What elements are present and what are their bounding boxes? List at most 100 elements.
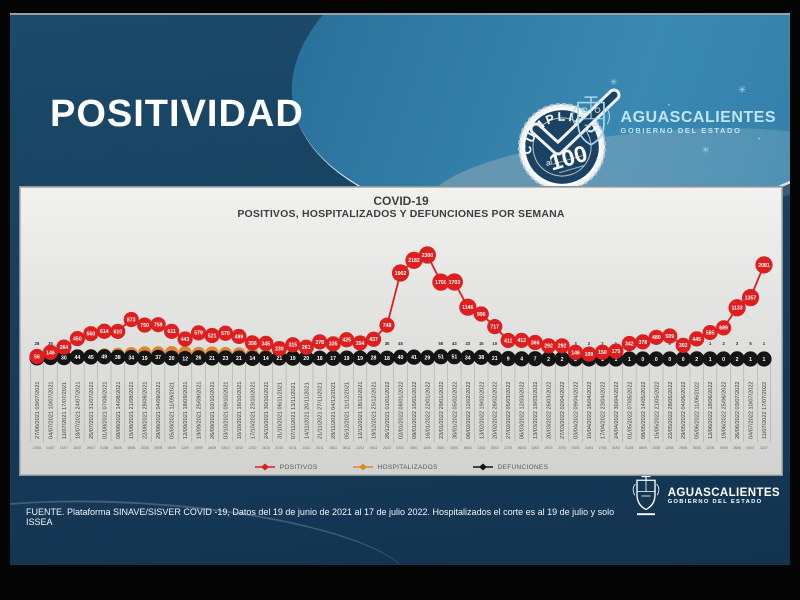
x-tick-microlabel: 30/01 xyxy=(450,446,458,450)
cumplido-100-badge: CUMPLIDO al 100 xyxy=(511,88,621,191)
data-point xyxy=(204,327,220,344)
data-label: 2 xyxy=(547,357,550,363)
x-tick-microlabel: 01/08 xyxy=(100,446,108,450)
data-point xyxy=(662,328,678,344)
data-point xyxy=(190,325,207,341)
x-tick-label: 03/10/2021 09/10/2021 xyxy=(223,381,229,439)
data-point xyxy=(473,349,489,365)
x-tick-microlabel: 29/08 xyxy=(154,446,162,450)
x-tick-label: 15/05/2022 21/05/2022 xyxy=(654,381,660,439)
x-tick-microlabel: 16/01 xyxy=(423,446,431,450)
x-tick-microlabel: 06/03 xyxy=(518,446,526,450)
x-tick-microlabel: 24/04 xyxy=(612,446,620,450)
x-tick-label: 09/01/2022 15/01/2022 xyxy=(412,381,418,439)
x-tick-label: 22/05/2022 28/05/2022 xyxy=(668,381,674,439)
data-label: 26 xyxy=(196,356,202,362)
data-point xyxy=(446,349,462,365)
data-point xyxy=(123,349,139,366)
x-tick-microlabel: 27/02 xyxy=(504,446,512,450)
data-point xyxy=(741,289,760,307)
x-tick-microlabel: 27/06 xyxy=(33,446,41,450)
x-tick-label: 14/11/2021 20/11/2021 xyxy=(304,382,310,439)
data-point xyxy=(405,251,423,269)
data-label: 2 xyxy=(695,357,698,363)
data-label: 1703 xyxy=(449,280,461,286)
data-label: 9 xyxy=(507,356,510,362)
data-label: 412 xyxy=(517,338,526,344)
data-label: 315 xyxy=(288,343,297,349)
x-tick-label: 29/05/2022 04/06/2022 xyxy=(681,381,687,439)
data-point xyxy=(621,351,637,367)
data-label: 0 xyxy=(682,357,685,363)
data-label: 1 xyxy=(628,357,631,363)
x-tick-label: 19/09/2021 25/09/2021 xyxy=(197,381,203,439)
data-label: 21 xyxy=(236,356,242,362)
x-tick-label: 03/04/2022 09/04/2022 xyxy=(574,381,580,439)
chart-title: COVID-19 xyxy=(373,194,429,208)
x-tick-label: 19/06/2022 25/06/2022 xyxy=(722,381,728,439)
data-point xyxy=(83,349,99,365)
data-label: 585 xyxy=(706,330,715,336)
x-tick-microlabel: 31/10 xyxy=(275,446,283,450)
data-label: 378 xyxy=(315,340,324,346)
data-label: 28 xyxy=(371,356,377,362)
data-point xyxy=(567,344,584,360)
x-tick-microlabel: 15/05 xyxy=(652,446,660,450)
data-label: 342 xyxy=(625,341,634,347)
x-tick-microlabel: 26/06 xyxy=(733,446,741,450)
page-title: POSITIVIDAD xyxy=(50,93,304,135)
logo-aguascalientes-top: AGUASCALIENTES GOBIERNO DEL ESTADO xyxy=(569,95,776,149)
data-point xyxy=(581,346,597,362)
data-label: 996 xyxy=(477,312,486,318)
data-label: 7 xyxy=(534,357,537,363)
data-point xyxy=(258,350,274,366)
data-point xyxy=(527,334,543,351)
data-point xyxy=(433,349,449,365)
data-point xyxy=(69,349,85,365)
snowflake-icon: ✳ xyxy=(702,145,710,155)
x-tick-microlabel: 12/06 xyxy=(706,446,714,450)
data-label: 1 xyxy=(601,357,604,363)
data-label: 1902 xyxy=(395,271,407,277)
x-tick-microlabel: 20/03 xyxy=(545,446,553,450)
data-point xyxy=(325,350,341,366)
data-label: 1 xyxy=(749,357,752,363)
data-point xyxy=(298,350,314,366)
data-point xyxy=(137,317,153,333)
data-point xyxy=(418,246,437,264)
x-tick-label: 13/03/2022 19/03/2022 xyxy=(533,381,539,439)
line-chart-plot: 27/06/2021 03/07/2021 27/06 04/07/2021 10/… xyxy=(29,246,773,450)
data-point xyxy=(271,341,287,357)
data-label: 17 xyxy=(330,356,336,362)
data-point xyxy=(648,329,664,345)
x-tick-label: 30/01/2022 05/02/2022 xyxy=(452,381,458,439)
data-label: 55 xyxy=(439,341,444,346)
data-point xyxy=(110,349,126,365)
data-label: 38 xyxy=(478,355,484,361)
data-label: 1 xyxy=(614,357,617,363)
data-point xyxy=(217,350,234,366)
data-point xyxy=(42,344,59,360)
data-label: 335 xyxy=(329,342,338,348)
data-label: 3 xyxy=(574,341,577,346)
x-tick-label: 25/07/2021 31/07/2021 xyxy=(89,381,95,439)
check-icon xyxy=(532,91,618,153)
data-label: 45 xyxy=(88,355,94,361)
x-tick-label: 27/03/2022 02/04/2022 xyxy=(560,381,566,439)
data-label: 354 xyxy=(356,341,365,347)
data-point xyxy=(69,331,85,347)
snowflake-icon: • xyxy=(668,103,671,109)
legend-item-positivos: POSITIVOS xyxy=(254,463,318,471)
x-tick-microlabel: 04/07 xyxy=(747,446,755,450)
data-point xyxy=(689,351,705,367)
data-point xyxy=(190,350,207,366)
x-tick-microlabel: 25/07 xyxy=(87,446,95,450)
x-tick-label: 13/02/2022 19/02/2022 xyxy=(479,381,485,439)
data-point xyxy=(702,351,718,367)
data-point xyxy=(164,350,180,366)
legend-marker-defunciones-icon xyxy=(472,463,493,471)
logo-aguascalientes-bottom: AGUASCALIENTES GOBIERNO DEL ESTADO xyxy=(631,475,780,517)
data-point xyxy=(487,318,503,335)
data-label: 356 xyxy=(248,341,257,347)
data-label: 750 xyxy=(140,323,149,329)
